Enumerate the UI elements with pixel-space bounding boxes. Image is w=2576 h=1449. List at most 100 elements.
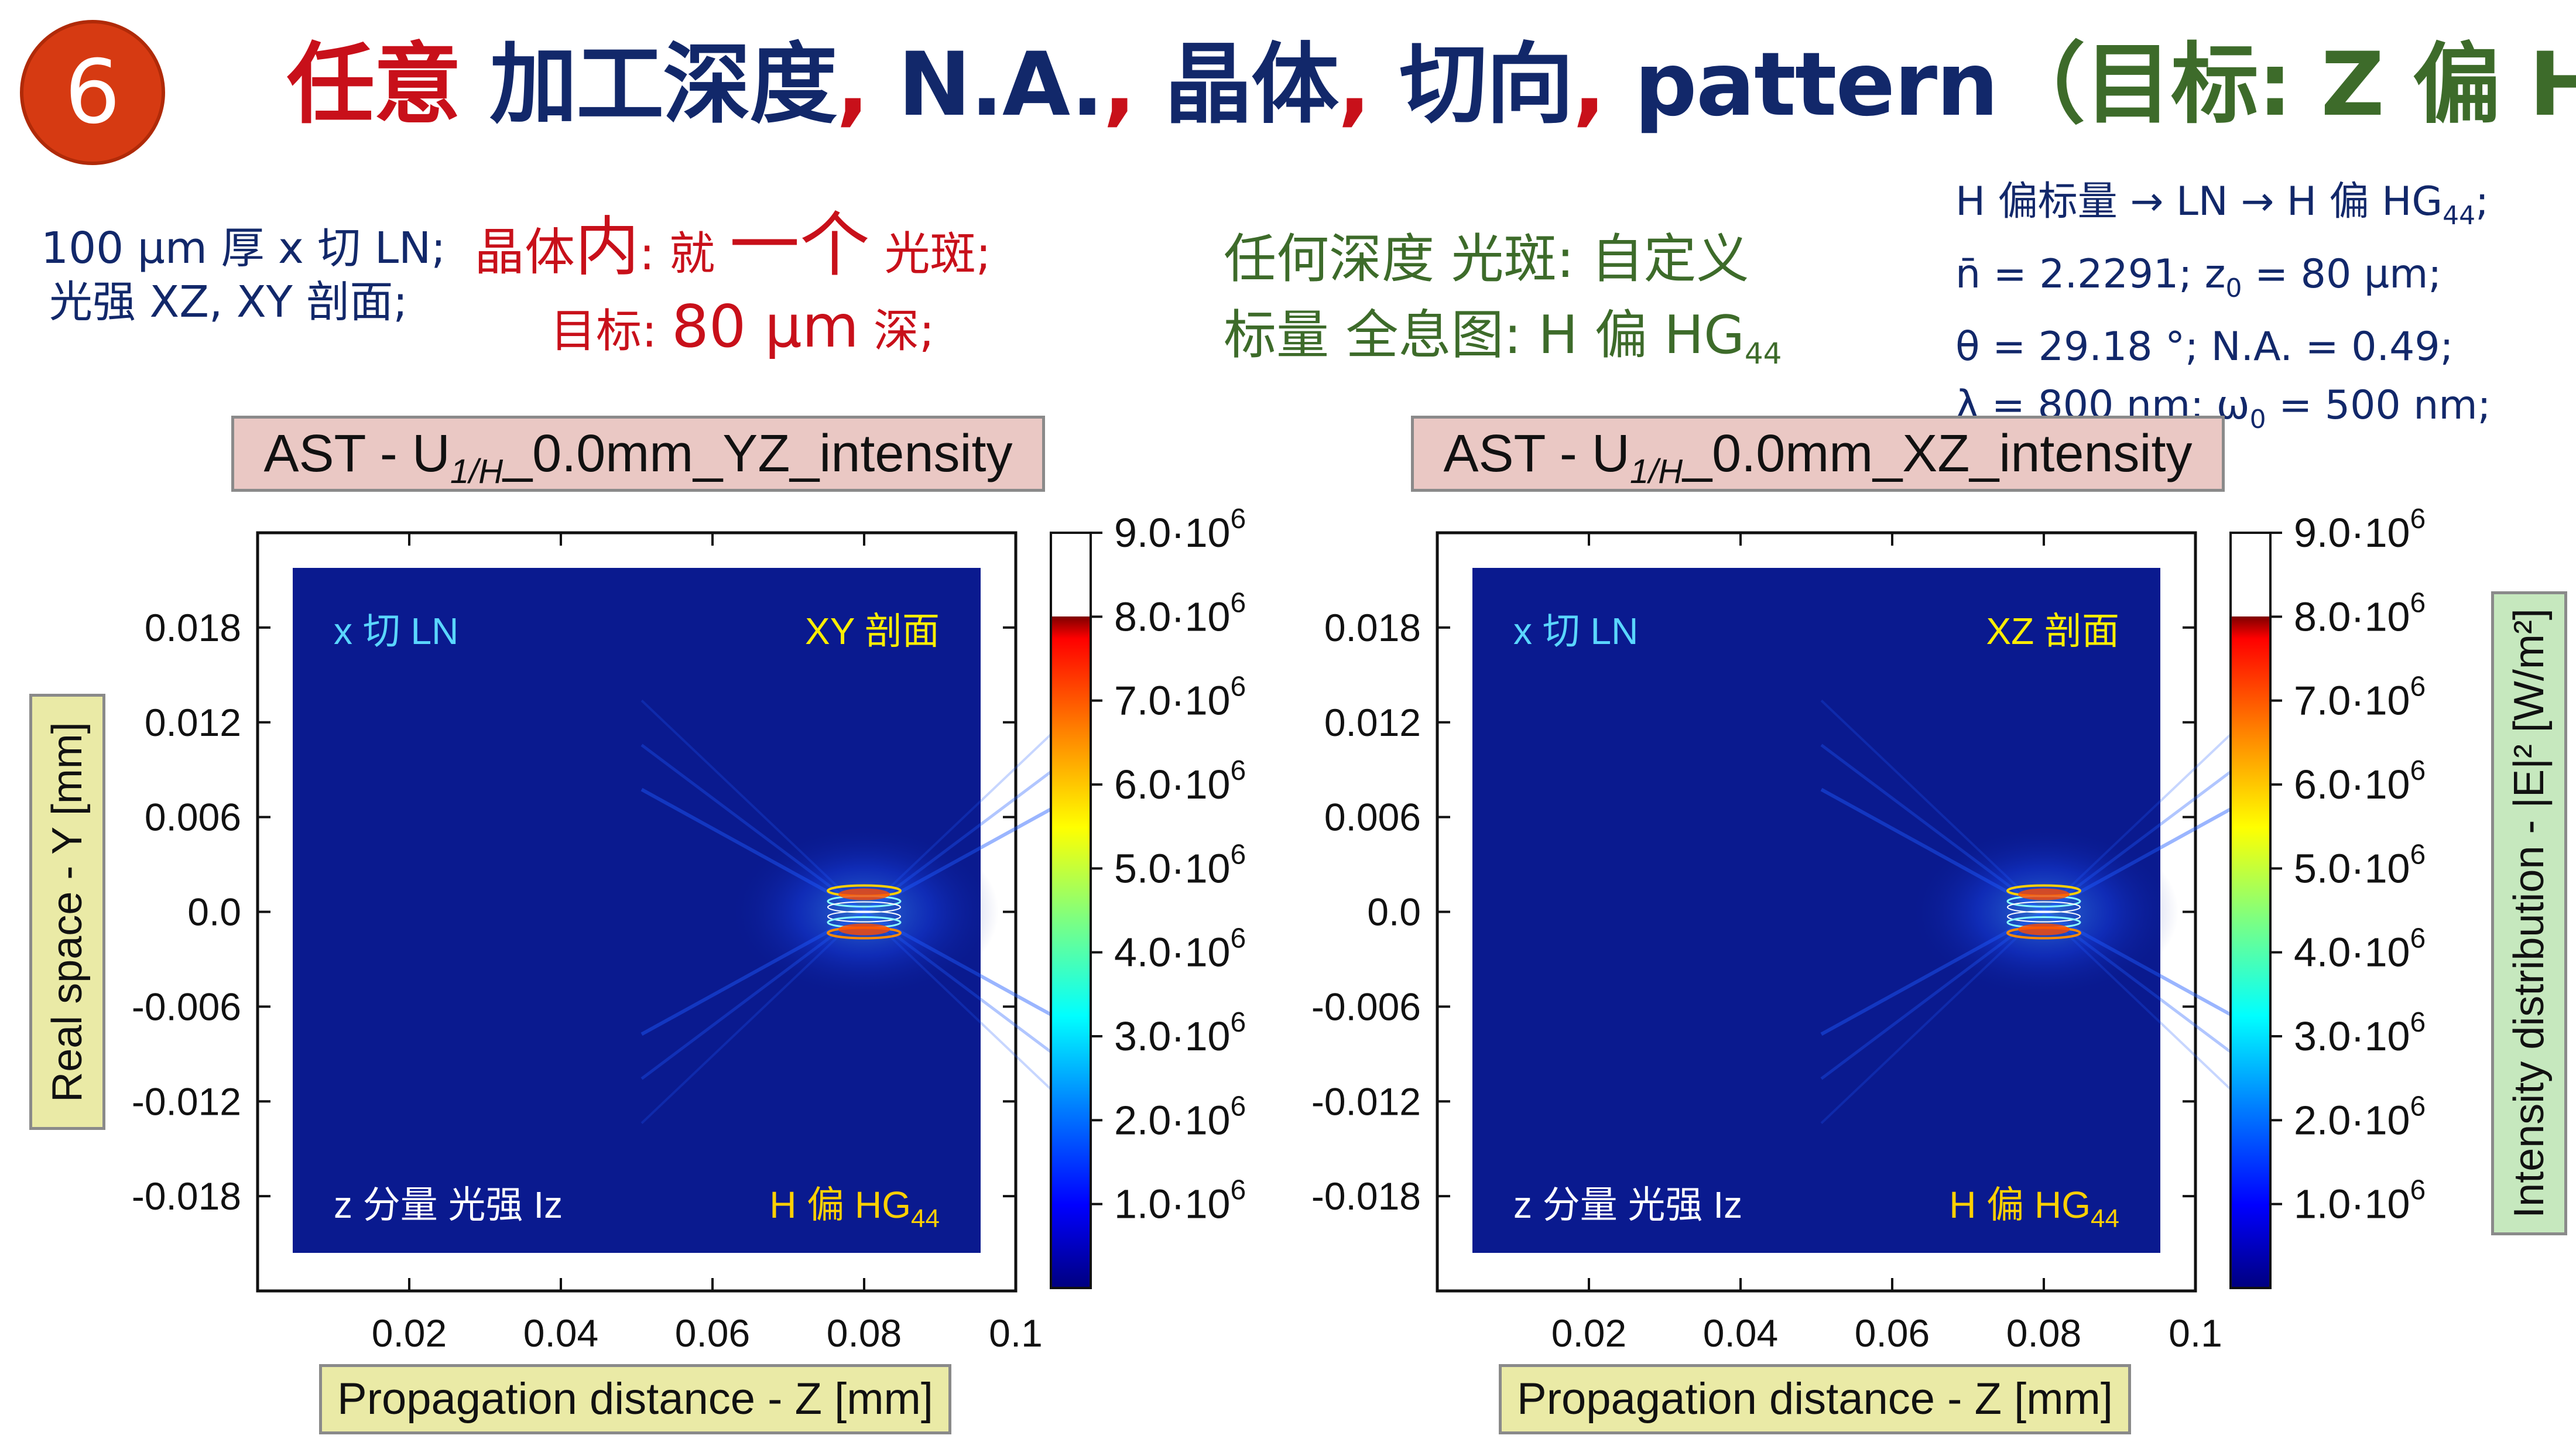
slide-number-badge: 6: [20, 20, 165, 165]
colorbar-tick-label: 8.0·106: [2294, 587, 2426, 639]
focus-ray: [863, 911, 1088, 1124]
mode-text: H 偏 HG: [769, 1184, 911, 1226]
colorbar-tick-label: 5.0·106: [2294, 839, 2426, 891]
x-tick-label: 0.1: [2169, 1311, 2222, 1355]
target-note-line1: 晶体内: 就 一个 光斑;: [474, 205, 991, 286]
focus-ray: [863, 700, 1088, 913]
colorbar-tick-mantissa: 5.0·10: [1114, 845, 1230, 891]
colorbar: [1050, 532, 1092, 1289]
sample-note-line2: 光强 XZ, XY 剖面;: [49, 277, 408, 327]
colorbar-tick-label: 6.0·106: [1114, 755, 1246, 807]
x-axis-label-xz: Propagation distance - Z [mm]: [1517, 1374, 2113, 1424]
colorbar-tick-label: 7.0·106: [1114, 672, 1246, 724]
colorbar-tick-exponent: 6: [2410, 839, 2426, 870]
mode-subscript: 44: [911, 1204, 940, 1233]
corner-label-component: z 分量 光强 Iz: [334, 1184, 563, 1226]
colorbar-tick-mantissa: 6.0·10: [1114, 762, 1230, 807]
corner-label-mode: H 偏 HG44: [769, 1184, 940, 1233]
colorbar-tick-label: 2.0·106: [1114, 1091, 1246, 1143]
param-line3: θ = 29.18 °; N.A. = 0.49;: [1955, 324, 2454, 370]
focus-ray: [1820, 911, 2045, 1124]
x-tick-label: 0.08: [2006, 1311, 2081, 1355]
colorbar-tick-mantissa: 1.0·10: [1114, 1181, 1230, 1227]
colorbar-tick-label: 9.0·106: [2294, 503, 2426, 556]
colorbar-tick-label: 9.0·106: [1114, 503, 1246, 556]
colorbar-tick-exponent: 6: [1230, 587, 1246, 618]
focus-ray: [640, 700, 865, 913]
corner-label-mode: H 偏 HG44: [1949, 1184, 2119, 1233]
focus-ray: [640, 911, 865, 1124]
param-line4: λ = 800 nm; ω0 = 500 nm;: [1955, 382, 2491, 434]
focus-fringe: [2007, 910, 2081, 923]
colorbar-tick-exponent: 6: [2410, 1175, 2426, 1206]
corner-label-cut: x 切 LN: [334, 610, 458, 652]
title-part-arbitrary: 任意: [287, 34, 461, 136]
x-tick-label: 0.04: [1703, 1311, 1778, 1355]
y-tick-label: 0.0: [1367, 890, 1421, 934]
colorbar-tick-exponent: 6: [1230, 672, 1246, 703]
colorbar-tick-exponent: 6: [1230, 839, 1246, 870]
colorbar-label-box: Intensity distribution - |E|² [W/m²]: [2491, 591, 2567, 1235]
colorbar-tick-mantissa: 8.0·10: [2294, 594, 2410, 639]
corner-label-profile: XZ 剖面: [1986, 610, 2119, 652]
heatmap-panel: x 切 LN XZ 剖面 z 分量 光强 Iz H 偏 HG44 0.02 0.04 0.0…: [1311, 503, 2426, 1355]
focus-fringe: [827, 910, 901, 923]
colorbar-tick-mantissa: 2.0·10: [2294, 1097, 2410, 1143]
colorbar-tick-mantissa: 7.0·10: [1114, 678, 1230, 724]
param-line2: n̄ = 2.2291; z0 = 80 µm;: [1955, 251, 2442, 303]
focus-ray: [863, 744, 1088, 913]
focus-ray: [640, 744, 865, 913]
hologram-note-line1: 任何深度 光斑: 自定义: [1224, 228, 1749, 290]
focus-lobe: [838, 888, 890, 900]
colorbar-tick-mantissa: 4.0·10: [1114, 930, 1230, 975]
colorbar-tick-exponent: 6: [2410, 1007, 2426, 1038]
x-tick-label: 0.08: [827, 1311, 902, 1355]
colorbar-tick-label: 3.0·106: [2294, 1007, 2426, 1059]
focus-ray: [640, 910, 865, 1080]
focus-ray: [2043, 744, 2267, 913]
param-line1: H 偏标量 → LN → H 偏 HG44;: [1955, 179, 2489, 231]
colorbar-tick-exponent: 6: [2410, 672, 2426, 703]
title-part-crystal: 晶体: [1135, 34, 1339, 136]
y-tick-label: 0.012: [1324, 701, 1421, 744]
colorbar-tick-exponent: 6: [2410, 1091, 2426, 1122]
chart-title-yz: AST - U1/H_0.0mm_YZ_intensity: [231, 416, 1045, 492]
colorbar-tick-label: 4.0·106: [1114, 923, 1246, 975]
colorbar-tick-mantissa: 9.0·10: [2294, 510, 2410, 556]
y-tick-label: 0.0: [187, 890, 241, 934]
colorbar-tick-mantissa: 3.0·10: [2294, 1013, 2410, 1059]
title-part-depth: 加工深度: [460, 34, 837, 136]
x-tick-label: 0.02: [1551, 1311, 1626, 1355]
colorbar-tick-exponent: 6: [1230, 755, 1246, 786]
focus-lobe: [838, 923, 890, 936]
y-tick-label: 0.018: [145, 606, 241, 649]
hologram-note: 任何深度 光斑: 自定义 标量 全息图: H 偏 HG44: [1224, 221, 1782, 392]
colorbar-tick-mantissa: 6.0·10: [2294, 762, 2410, 807]
colorbar-tick-label: 4.0·106: [2294, 923, 2426, 975]
focus-lobe: [2018, 888, 2070, 900]
y-tick-label: -0.012: [1311, 1080, 1421, 1123]
colorbar-tick-mantissa: 5.0·10: [2294, 845, 2410, 891]
colorbar-tick-label: 6.0·106: [2294, 755, 2426, 807]
x-tick-label: 0.06: [1855, 1311, 1930, 1355]
x-tick-label: 0.1: [989, 1311, 1043, 1355]
y-tick-label: -0.006: [132, 985, 241, 1028]
parameters-note: H 偏标量 → LN → H 偏 HG44; n̄ = 2.2291; z0 =…: [1955, 173, 2491, 449]
title-comma: ,: [1338, 34, 1371, 136]
colorbar-tick-label: 1.0·106: [1114, 1175, 1246, 1227]
x-tick-label: 0.06: [675, 1311, 750, 1355]
colorbar-tick-mantissa: 9.0·10: [1114, 510, 1230, 556]
focus-ray: [1820, 700, 2045, 913]
x-tick-label: 0.04: [523, 1311, 598, 1355]
title-comma: ,: [836, 34, 869, 136]
y-tick-label: -0.012: [132, 1080, 241, 1123]
focus-lobe: [2018, 923, 2070, 936]
x-axis-label-yz: Propagation distance - Z [mm]: [337, 1374, 933, 1424]
colorbar-tick-exponent: 6: [1230, 503, 1246, 535]
colorbar-tick-mantissa: 2.0·10: [1114, 1097, 1230, 1143]
title-part-cut: 切向: [1370, 34, 1574, 136]
target-note: 晶体内: 就 一个 光斑; 目标: 80 µm 深;: [474, 205, 991, 361]
colorbar-tick-label: 5.0·106: [1114, 839, 1246, 891]
slide-title: 任意 加工深度, N.A., 晶体, 切向, pattern（目标: Z 偏 H…: [287, 23, 2576, 146]
